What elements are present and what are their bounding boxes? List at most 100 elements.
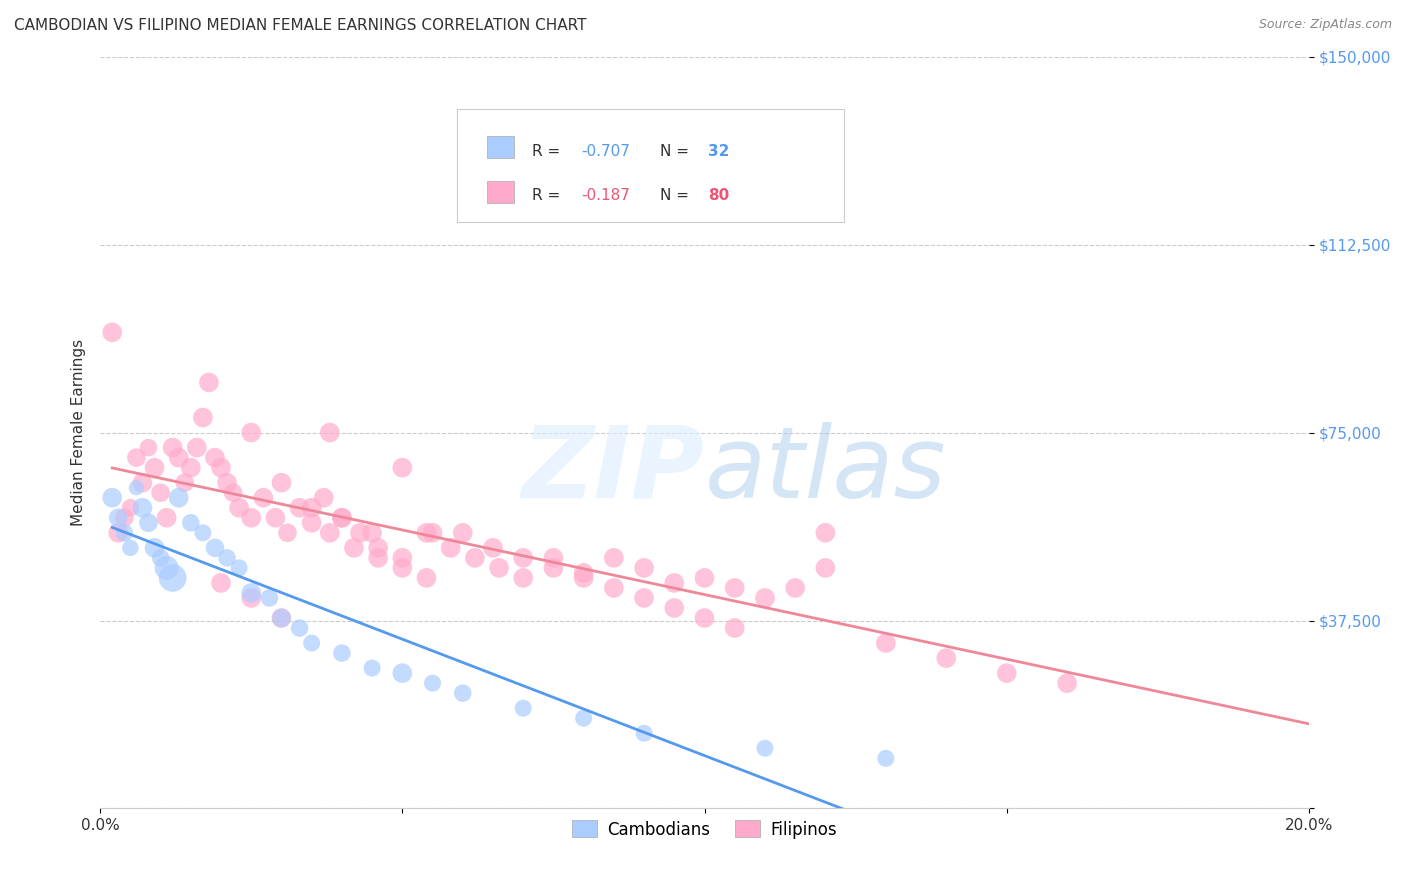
Point (228, 561, 250, 575)
Point (875, 751, 897, 765)
Point (488, 561, 510, 575)
Point (814, 525, 837, 540)
Point (131, 475, 153, 490)
Point (138, 441, 160, 455)
Point (270, 611, 292, 625)
Point (1056, 676, 1078, 690)
Point (112, 525, 135, 540)
Point (259, 591, 281, 605)
Point (276, 525, 298, 540)
Point (415, 525, 437, 540)
Point (367, 550, 389, 565)
Point (120, 500, 142, 515)
Point (240, 591, 263, 605)
Point (543, 550, 565, 565)
Point (440, 541, 463, 555)
Point (112, 510, 135, 524)
Point (191, 525, 214, 540)
Point (270, 611, 292, 625)
Point (464, 550, 486, 565)
Point (664, 575, 686, 590)
Point (330, 510, 353, 524)
Point (240, 425, 263, 440)
Point (693, 571, 716, 585)
Point (107, 510, 129, 524)
Point (361, 525, 384, 540)
FancyBboxPatch shape (486, 136, 513, 158)
Point (361, 661, 384, 675)
Point (633, 591, 655, 605)
Point (724, 621, 747, 635)
Point (156, 510, 179, 524)
Point (252, 491, 274, 505)
Point (228, 500, 250, 515)
Point (209, 460, 232, 475)
Point (319, 425, 342, 440)
Point (131, 500, 153, 515)
Point (482, 541, 505, 555)
Point (101, 491, 124, 505)
Point (543, 561, 565, 575)
Point (240, 510, 263, 524)
FancyBboxPatch shape (486, 181, 513, 202)
Point (301, 516, 323, 530)
Point (125, 450, 148, 465)
Point (209, 575, 232, 590)
Point (204, 450, 226, 465)
Point (367, 541, 389, 555)
Point (120, 541, 142, 555)
Point (693, 611, 716, 625)
Point (330, 510, 353, 524)
Point (264, 510, 287, 524)
Point (143, 460, 166, 475)
Point (572, 711, 595, 725)
Point (664, 601, 686, 615)
Point (785, 581, 807, 595)
Point (301, 500, 323, 515)
Point (173, 475, 195, 490)
Point (149, 485, 172, 500)
Text: R =: R = (531, 188, 565, 203)
Point (101, 326, 124, 340)
Point (222, 485, 245, 500)
Point (215, 475, 238, 490)
Text: 32: 32 (709, 144, 730, 159)
Text: atlas: atlas (704, 422, 946, 518)
Point (180, 516, 202, 530)
Point (935, 651, 957, 665)
Point (191, 410, 214, 425)
Point (814, 561, 837, 575)
Point (240, 586, 263, 600)
Point (167, 491, 190, 505)
Point (149, 550, 172, 565)
Point (319, 525, 342, 540)
Point (754, 741, 776, 756)
Point (754, 591, 776, 605)
Point (451, 525, 474, 540)
Point (301, 636, 323, 650)
Point (288, 621, 311, 635)
Point (349, 525, 371, 540)
Point (107, 525, 129, 540)
Point (180, 460, 202, 475)
Text: R =: R = (531, 144, 565, 159)
Point (391, 550, 413, 565)
Point (633, 726, 655, 740)
Point (288, 500, 311, 515)
Point (603, 581, 626, 595)
Point (167, 450, 190, 465)
Y-axis label: Median Female Earnings: Median Female Earnings (72, 339, 86, 526)
Point (422, 525, 444, 540)
Point (724, 581, 747, 595)
Point (186, 441, 208, 455)
Point (875, 636, 897, 650)
Point (143, 541, 166, 555)
Point (995, 666, 1018, 681)
Point (138, 516, 160, 530)
Point (162, 441, 184, 455)
Text: -0.707: -0.707 (581, 144, 630, 159)
Text: N =: N = (659, 188, 693, 203)
Text: CAMBODIAN VS FILIPINO MEDIAN FEMALE EARNINGS CORRELATION CHART: CAMBODIAN VS FILIPINO MEDIAN FEMALE EARN… (14, 18, 586, 33)
Point (512, 550, 534, 565)
Point (603, 550, 626, 565)
